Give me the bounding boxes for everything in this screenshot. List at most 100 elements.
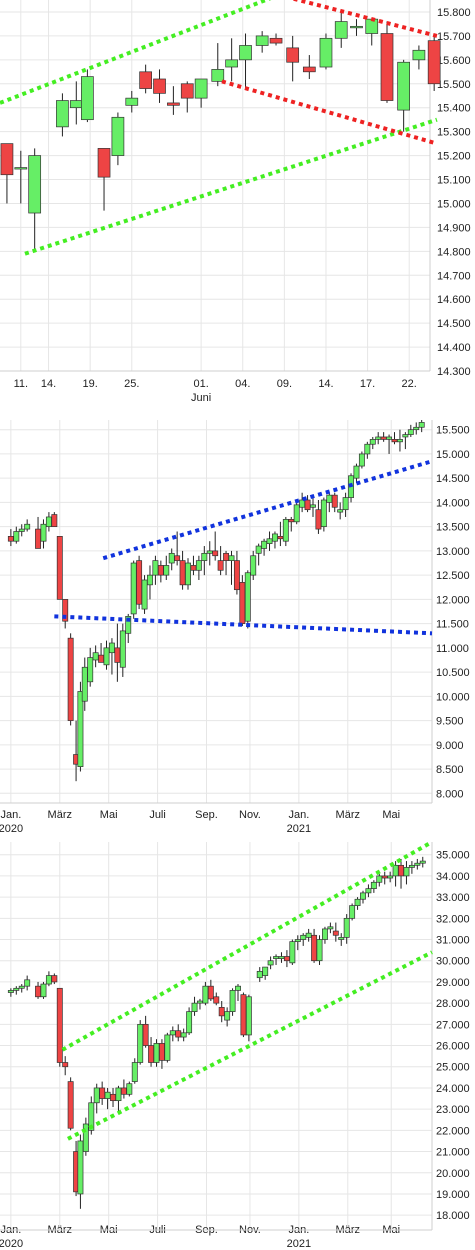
candle-body-down <box>277 536 284 540</box>
candle-body-up <box>191 1002 198 1012</box>
candle <box>35 516 41 549</box>
candle-body-up <box>125 97 139 106</box>
candle-body-up <box>40 983 47 998</box>
y-tick-label: 14.500 <box>436 473 470 485</box>
y-tick-label: 12.500 <box>436 570 470 582</box>
candle-body-up <box>88 1102 95 1131</box>
candle <box>45 971 52 987</box>
y-tick-label: 8.000 <box>436 788 464 800</box>
candle-body-up <box>408 864 415 868</box>
candle <box>331 492 338 513</box>
candle <box>408 861 415 874</box>
candle <box>62 1056 69 1076</box>
y-tick-label: 24.000 <box>436 1083 470 1095</box>
candle <box>387 871 394 883</box>
candle <box>104 1087 111 1110</box>
candle <box>360 890 366 904</box>
candle-body-down <box>136 560 143 605</box>
candle <box>7 529 14 547</box>
candle <box>180 1028 187 1042</box>
candle <box>158 1039 165 1069</box>
trend-lines <box>54 459 433 636</box>
candle-body-up <box>77 1140 84 1195</box>
candle-body-up <box>326 494 333 503</box>
candle <box>322 926 328 944</box>
candle-body-up <box>24 979 31 987</box>
candle-body-up <box>365 888 372 894</box>
candle <box>267 956 274 970</box>
trend-line <box>24 117 438 256</box>
candle-body-up <box>365 18 379 34</box>
candle <box>365 18 379 46</box>
candle-body-down <box>179 560 186 586</box>
candle-body-up <box>397 61 410 111</box>
candle <box>191 996 198 1016</box>
candle-body-up <box>224 1011 231 1021</box>
candle-body-up <box>289 941 296 964</box>
candle-body-up <box>169 1030 176 1036</box>
y-tick-label: 32.000 <box>436 913 470 925</box>
candle <box>212 531 219 561</box>
candle-body-up <box>92 652 99 661</box>
candle <box>62 599 69 629</box>
candle <box>365 884 372 898</box>
candle <box>67 1077 74 1131</box>
candle <box>402 432 409 450</box>
candle <box>194 78 208 108</box>
candle-body-down <box>380 33 394 101</box>
candle <box>35 981 41 999</box>
candle-body-down <box>180 83 194 99</box>
candle <box>294 935 301 951</box>
candle-body-down <box>175 1030 182 1038</box>
candle <box>244 570 251 629</box>
candle <box>369 436 376 450</box>
x-tick-label: Jan. <box>0 809 21 821</box>
candle-body-down <box>35 528 41 549</box>
candle-body-up <box>403 867 410 877</box>
candle-body-up <box>141 579 148 610</box>
y-tick-label: 14.800 <box>437 246 471 258</box>
candle-body-up <box>358 453 365 467</box>
candle-body-up <box>413 426 420 431</box>
candle-body-down <box>218 1007 225 1017</box>
candle <box>427 35 441 91</box>
candle <box>348 473 354 503</box>
candle-body-up <box>87 657 94 683</box>
candle <box>40 519 47 549</box>
y-tick-label: 13.000 <box>436 546 470 558</box>
candle-body-up <box>407 429 414 435</box>
y-tick-label: 33.000 <box>436 892 470 904</box>
candle-body-up <box>108 642 115 654</box>
candle <box>125 90 139 113</box>
candle-body-up <box>28 155 42 214</box>
candle <box>370 880 377 893</box>
candle <box>110 1087 116 1108</box>
candle-body-up <box>211 69 225 82</box>
candle <box>407 424 414 437</box>
candle <box>169 1026 176 1042</box>
candle-body-down <box>62 599 69 622</box>
y-tick-label: 12.000 <box>436 594 470 606</box>
candle <box>197 998 203 1010</box>
candle-body-up <box>56 100 69 128</box>
candle-body-up <box>273 956 279 959</box>
x-year-label: 2021 <box>287 1238 311 1250</box>
candle-body-up <box>387 875 394 879</box>
x-tick-label: März <box>336 809 360 821</box>
candle-body-down <box>427 40 441 85</box>
candle <box>396 429 403 452</box>
candle-body-up <box>334 21 348 39</box>
y-tick-label: 18.000 <box>436 1210 470 1222</box>
candle-body-down <box>158 1043 165 1061</box>
x-tick-label: März <box>48 809 72 821</box>
candle-body-up <box>320 499 327 528</box>
candle-body-up <box>239 45 252 61</box>
candle <box>18 524 25 537</box>
candle <box>414 858 421 870</box>
candle-body-up <box>370 881 377 889</box>
candle-body-up <box>115 1087 122 1102</box>
candle <box>418 420 425 433</box>
candle <box>211 43 225 87</box>
candle-body-up <box>131 1062 138 1082</box>
x-tick-label: Nov. <box>239 809 261 821</box>
